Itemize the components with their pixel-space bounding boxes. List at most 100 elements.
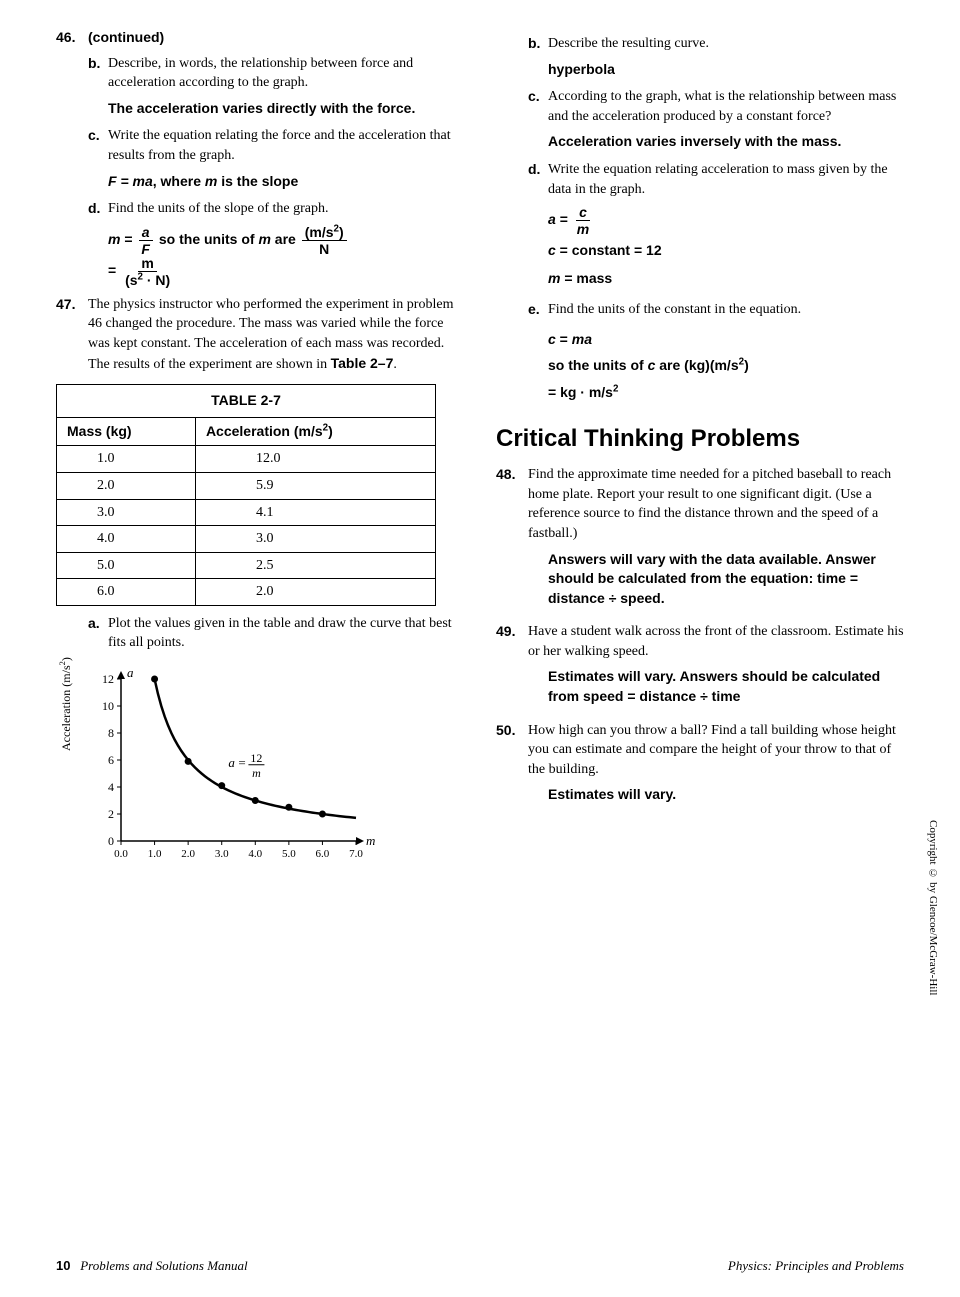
rd-ans: a = c m c = constant = 12 m = mass (528, 205, 904, 292)
q46c-ans3: m (205, 173, 217, 189)
re2cp: ) (744, 357, 749, 373)
q50-num: 50. (496, 721, 528, 813)
q46b-ans: The acceleration varies directly with th… (88, 99, 464, 119)
table27: TABLE 2-7 Mass (kg) Acceleration (m/s2) … (56, 384, 464, 606)
d-m2: m (258, 231, 270, 247)
re2a: so the units of (548, 357, 648, 373)
svg-text:4.0: 4.0 (248, 848, 262, 860)
table-cell: 2.5 (195, 552, 435, 579)
copyright: Copyright © by Glencoe/McGraw-Hill (925, 820, 940, 995)
table-cell: 12.0 (195, 446, 435, 473)
svg-text:1.0: 1.0 (148, 848, 162, 860)
d-top: (m/s2) (302, 225, 347, 241)
tbl-h1: Mass (kg) (57, 417, 196, 446)
rd-eq: = (560, 211, 572, 227)
tbl-h2: Acceleration (m/s2) (195, 417, 435, 446)
q48: 48. Find the approximate time needed for… (496, 465, 904, 616)
re1-ma: ma (572, 331, 592, 347)
q46c-ans1: F = ma (108, 173, 153, 189)
rd2-t: = constant = 12 (556, 242, 662, 258)
foot-page: 10 (56, 1258, 70, 1273)
q47a: a. Plot the values given in the table an… (88, 614, 464, 653)
q46d: d. Find the units of the slope of the gr… (88, 199, 464, 219)
table-row: 4.03.0 (57, 526, 436, 553)
q46-num: 46. (56, 28, 88, 48)
rd-lbl: d. (528, 160, 548, 199)
q47-tblref: Table 2–7 (331, 355, 394, 371)
re3sup: 2 (613, 383, 618, 394)
rc: c. According to the graph, what is the r… (528, 87, 904, 126)
svg-text:6.0: 6.0 (316, 848, 330, 860)
table-cell: 3.0 (195, 526, 435, 553)
rb: b. Describe the resulting curve. (528, 34, 904, 54)
q46c-txt: Write the equation relating the force an… (108, 126, 464, 165)
rc-ans: Acceleration varies inversely with the m… (528, 132, 904, 152)
re3a: = kg · m/s (548, 384, 613, 400)
data-table: TABLE 2-7 Mass (kg) Acceleration (m/s2) … (56, 384, 436, 606)
rc-lbl: c. (528, 87, 548, 126)
svg-text:12: 12 (250, 751, 262, 765)
section-title: Critical Thinking Problems (496, 422, 904, 456)
q46c-ans: F = ma, where m is the slope (88, 172, 464, 192)
d-N: N (316, 241, 332, 256)
d-m: m (108, 231, 120, 247)
q47-txt1: The physics instructor who performed the… (88, 297, 453, 372)
re: e. Find the units of the constant in the… (528, 300, 904, 320)
q46d-lbl: d. (88, 199, 108, 219)
rd3-t: = mass (560, 270, 612, 286)
svg-text:12: 12 (102, 672, 114, 686)
rb-lbl: b. (528, 34, 548, 54)
re1-t: = (556, 331, 572, 347)
q47a-txt: Plot the values given in the table and d… (108, 614, 464, 653)
svg-text:m: m (366, 833, 375, 848)
svg-text:=: = (238, 755, 245, 770)
q47: 47. The physics instructor who performed… (56, 295, 464, 374)
q50-ans: Estimates will vary. (528, 785, 904, 805)
q49-ans: Estimates will vary. Answers should be c… (528, 667, 904, 706)
rd-m: m (574, 221, 592, 236)
d-F: F (138, 241, 153, 256)
rd-a: a (548, 211, 556, 227)
d-a: a (139, 225, 153, 241)
table-cell: 1.0 (57, 446, 196, 473)
table-row: 3.04.1 (57, 499, 436, 526)
table-cell: 6.0 (57, 579, 196, 606)
rd-txt: Write the equation relating acceleration… (548, 160, 904, 199)
table-cell: 4.0 (57, 526, 196, 553)
svg-text:6: 6 (108, 753, 114, 767)
svg-text:5.0: 5.0 (282, 848, 296, 860)
q46c: c. Write the equation relating the force… (88, 126, 464, 165)
rd: d. Write the equation relating accelerat… (528, 160, 904, 199)
q47-num: 47. (56, 295, 88, 374)
re-txt: Find the units of the constant in the eq… (548, 300, 904, 320)
q46c-lbl: c. (88, 126, 108, 165)
d-eq: = (124, 231, 136, 247)
svg-text:m: m (252, 766, 261, 780)
foot-right: Physics: Principles and Problems (728, 1257, 904, 1275)
q50-txt: How high can you throw a ball? Find a ta… (528, 721, 904, 780)
table-cell: 2.0 (195, 579, 435, 606)
svg-text:a: a (228, 755, 235, 770)
re-ans: c = ma so the units of c are (kg)(m/s2) … (528, 326, 904, 406)
q48-txt: Find the approximate time needed for a p… (528, 465, 904, 543)
rd-frac: c m (574, 205, 592, 236)
q46-cont: (continued) (88, 28, 464, 48)
q47-body: The physics instructor who performed the… (88, 295, 464, 374)
d2-frac: m (s2 · N) (122, 256, 173, 287)
table-row: 5.02.5 (57, 552, 436, 579)
foot-left: 10 Problems and Solutions Manual (56, 1257, 248, 1275)
table-row: 2.05.9 (57, 472, 436, 499)
svg-text:10: 10 (102, 699, 114, 713)
d2-bot: (s2 · N) (122, 272, 173, 287)
q47-txt2: . (393, 357, 397, 372)
d-so: so the units of (159, 231, 259, 247)
svg-text:4: 4 (108, 780, 114, 794)
rc-txt: According to the graph, what is the rela… (548, 87, 904, 126)
re1-c: c (548, 331, 556, 347)
q46d-txt: Find the units of the slope of the graph… (108, 199, 464, 219)
q47a-lbl: a. (88, 614, 108, 653)
d-frac2: (m/s2) N (302, 225, 347, 256)
svg-text:3.0: 3.0 (215, 848, 229, 860)
chart-ylabel: Acceleration (m/s2) (58, 657, 75, 751)
d2-eq: = (108, 262, 120, 278)
